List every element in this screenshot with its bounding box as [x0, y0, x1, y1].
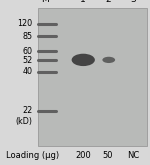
Text: NC: NC	[127, 151, 139, 160]
Ellipse shape	[72, 54, 95, 66]
Text: 52: 52	[22, 56, 32, 65]
Text: 50: 50	[103, 151, 113, 160]
FancyBboxPatch shape	[38, 8, 147, 146]
Text: 2: 2	[105, 0, 111, 4]
Text: Loading (μg): Loading (μg)	[6, 151, 59, 160]
Text: 85: 85	[22, 32, 32, 41]
Ellipse shape	[102, 57, 115, 63]
Text: 60: 60	[22, 47, 32, 56]
Text: 200: 200	[75, 151, 91, 160]
Text: 120: 120	[17, 19, 32, 28]
Text: 40: 40	[22, 67, 32, 76]
Text: (kD): (kD)	[15, 117, 32, 126]
Text: 3: 3	[131, 0, 136, 4]
Text: M: M	[41, 0, 49, 4]
Text: 1: 1	[80, 0, 85, 4]
Text: 22: 22	[22, 106, 32, 115]
